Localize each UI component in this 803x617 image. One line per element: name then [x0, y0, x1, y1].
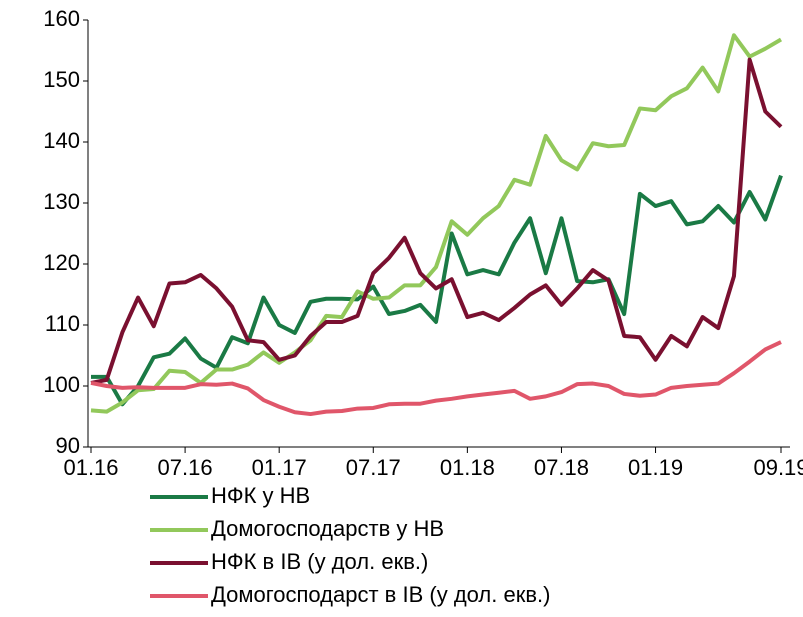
- series-line: [90, 57, 783, 385]
- y-tick-label: 160: [43, 6, 80, 31]
- x-tick-label: 01.19: [628, 455, 683, 480]
- x-tick-label: 07.18: [534, 455, 589, 480]
- legend-label: НФК в ІВ (у дол. екв.): [211, 549, 428, 574]
- x-tick-label: 01.17: [252, 455, 307, 480]
- x-tick-label: 07.17: [346, 455, 401, 480]
- x-tick-label: 07.16: [158, 455, 213, 480]
- y-tick-label: 140: [43, 128, 80, 153]
- y-tick-label: 120: [43, 250, 80, 275]
- series-line: [91, 174, 783, 407]
- y-tick-label: 130: [43, 189, 80, 214]
- series-line: [90, 340, 782, 417]
- y-tick-label: 90: [56, 433, 80, 458]
- x-tick-label: 09.19: [753, 455, 803, 480]
- legend-label: НФК у НВ: [211, 483, 310, 508]
- y-tick-label: 100: [43, 372, 80, 397]
- legend-label: Домогосподарств у НВ: [211, 516, 444, 541]
- x-tick-label: 01.18: [440, 455, 495, 480]
- y-tick-label: 150: [43, 67, 80, 92]
- x-tick-label: 01.16: [63, 455, 118, 480]
- y-tick-label: 110: [45, 311, 80, 336]
- legend-label: Домогосподарст в ІВ (у дол. екв.): [211, 582, 550, 607]
- series-line: [90, 33, 783, 414]
